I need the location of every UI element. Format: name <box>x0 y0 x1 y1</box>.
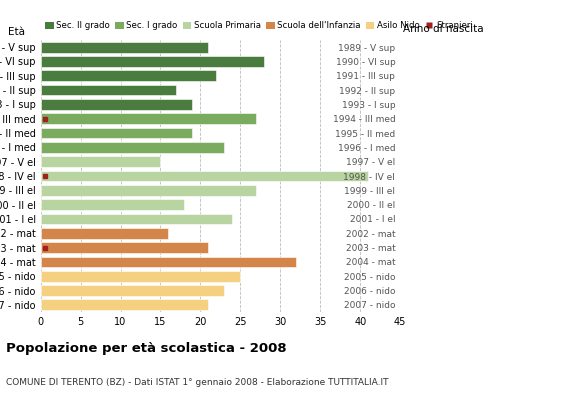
Bar <box>41 142 224 153</box>
Bar <box>41 256 296 267</box>
Bar <box>41 171 368 181</box>
Bar <box>41 113 256 124</box>
Bar <box>41 271 240 282</box>
Bar <box>41 214 233 224</box>
Bar <box>41 300 208 310</box>
Bar <box>41 42 208 52</box>
Bar <box>41 70 216 81</box>
Bar <box>41 242 208 253</box>
Bar <box>41 228 168 239</box>
Text: Popolazione per età scolastica - 2008: Popolazione per età scolastica - 2008 <box>6 342 287 355</box>
Bar <box>41 99 193 110</box>
Text: Età: Età <box>8 27 26 37</box>
Text: Anno di nascita: Anno di nascita <box>403 24 484 34</box>
Bar <box>41 156 161 167</box>
Legend: Sec. II grado, Sec. I grado, Scuola Primaria, Scuola dell'Infanzia, Asilo Nido, : Sec. II grado, Sec. I grado, Scuola Prim… <box>45 21 473 30</box>
Bar <box>41 199 184 210</box>
Text: COMUNE DI TERENTO (BZ) - Dati ISTAT 1° gennaio 2008 - Elaborazione TUTTITALIA.IT: COMUNE DI TERENTO (BZ) - Dati ISTAT 1° g… <box>6 378 388 387</box>
Bar <box>41 285 224 296</box>
Bar <box>41 85 176 96</box>
Bar <box>41 128 193 138</box>
Bar <box>41 185 256 196</box>
Bar <box>41 56 264 67</box>
